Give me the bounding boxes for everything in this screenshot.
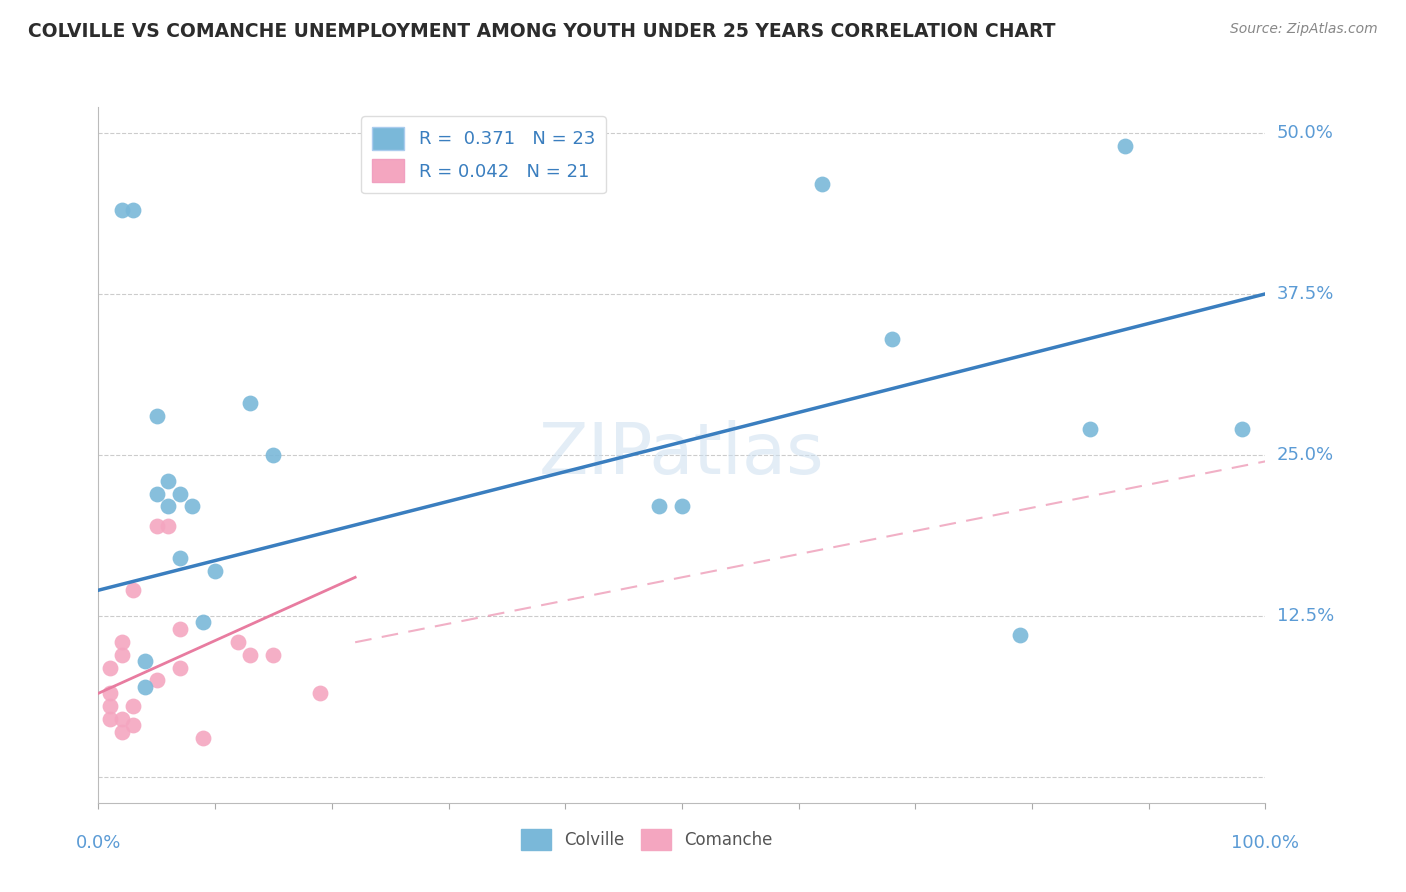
Point [157, 518, 180, 533]
Point [157, 500, 180, 514]
Point [880, 332, 903, 346]
Point [169, 622, 191, 636]
Point [98, 660, 121, 674]
Point [1080, 422, 1102, 436]
Point [122, 718, 145, 732]
Text: 100.0%: 100.0% [1232, 834, 1299, 852]
Point [146, 673, 169, 688]
Text: ZIPatlas: ZIPatlas [538, 420, 825, 490]
Point [98, 686, 121, 700]
Point [1230, 422, 1253, 436]
Point [169, 660, 191, 674]
Point [204, 564, 226, 578]
Text: 37.5%: 37.5% [1277, 285, 1334, 303]
Point [239, 648, 262, 662]
Point [671, 500, 693, 514]
Point [811, 178, 834, 192]
Point [1114, 138, 1136, 153]
Point [111, 634, 134, 648]
Point [122, 203, 145, 218]
Point [169, 486, 191, 500]
Text: 12.5%: 12.5% [1277, 607, 1334, 625]
Point [239, 396, 262, 410]
Point [262, 448, 284, 462]
Point [1010, 628, 1032, 642]
Point [111, 712, 134, 726]
Point [193, 731, 215, 746]
Point [157, 474, 180, 488]
Point [98, 712, 121, 726]
Text: 25.0%: 25.0% [1277, 446, 1334, 464]
Point [122, 583, 145, 598]
Point [111, 648, 134, 662]
Point [134, 654, 156, 668]
Point [193, 615, 215, 630]
Point [134, 680, 156, 694]
Point [228, 634, 250, 648]
Point [146, 518, 169, 533]
Legend: Colville, Comanche: Colville, Comanche [515, 822, 779, 857]
Text: Source: ZipAtlas.com: Source: ZipAtlas.com [1230, 22, 1378, 37]
Point [262, 648, 284, 662]
Text: 50.0%: 50.0% [1277, 124, 1333, 142]
Point [146, 409, 169, 424]
Point [98, 699, 121, 714]
Point [309, 686, 332, 700]
Point [180, 500, 202, 514]
Point [146, 486, 169, 500]
Text: COLVILLE VS COMANCHE UNEMPLOYMENT AMONG YOUTH UNDER 25 YEARS CORRELATION CHART: COLVILLE VS COMANCHE UNEMPLOYMENT AMONG … [28, 22, 1056, 41]
Point [647, 500, 669, 514]
Point [122, 699, 145, 714]
Point [111, 203, 134, 218]
Text: 0.0%: 0.0% [76, 834, 121, 852]
Point [111, 725, 134, 739]
Point [169, 551, 191, 566]
